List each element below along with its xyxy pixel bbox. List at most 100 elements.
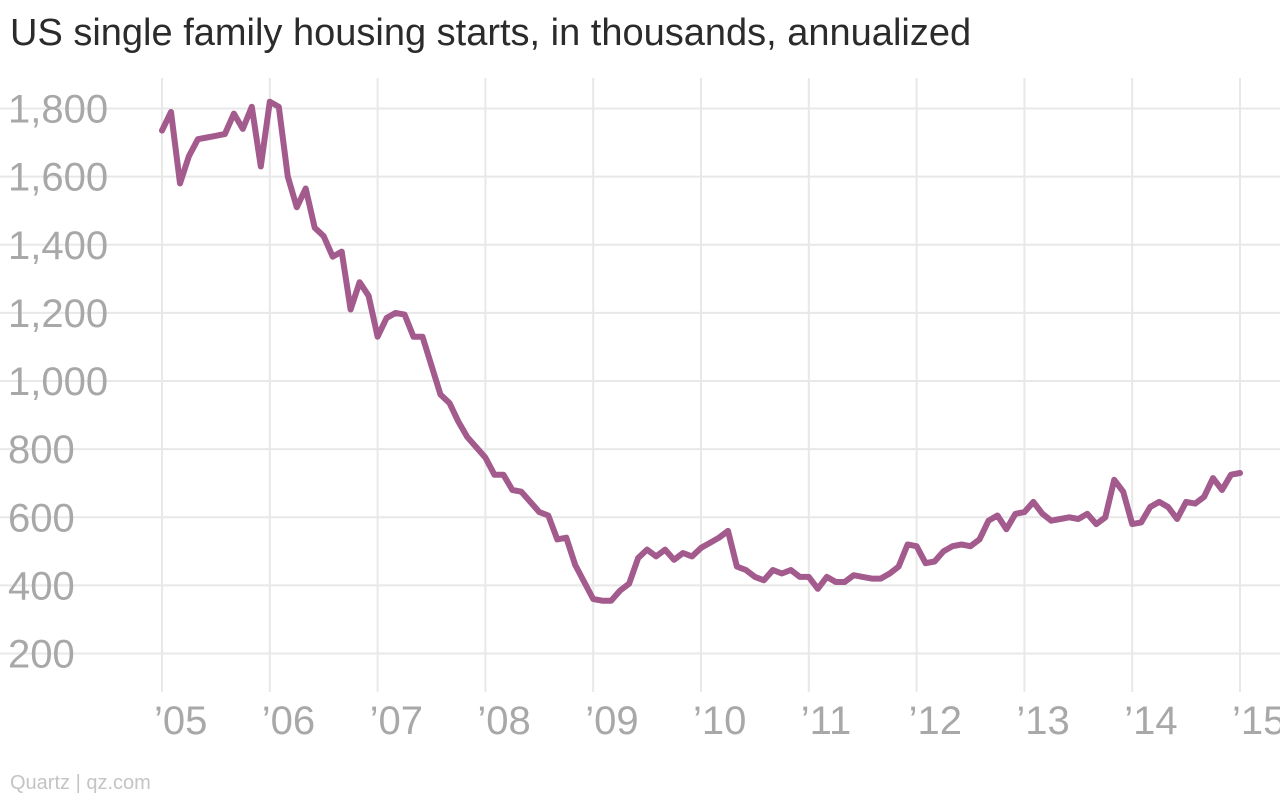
data-point [330, 254, 336, 260]
data-point [168, 109, 174, 115]
data-point [878, 576, 884, 582]
data-point [276, 104, 282, 110]
data-point [572, 562, 578, 568]
data-point [285, 174, 291, 180]
x-tick-label: ’05 [154, 699, 207, 743]
data-point [1111, 477, 1117, 483]
data-point [1120, 489, 1126, 495]
data-point [446, 400, 452, 406]
data-point [339, 249, 345, 255]
data-point [950, 543, 956, 549]
data-point [1066, 514, 1072, 520]
data-point [420, 334, 426, 340]
data-point [267, 99, 273, 105]
data-point [1183, 499, 1189, 505]
data-point [1084, 511, 1090, 517]
data-point [1192, 501, 1198, 507]
x-axis-ticks: ’05 ’06 ’07 ’08 ’09 ’10 ’11 ’12 ’13 ’14 ’15 [154, 699, 1280, 743]
data-point [195, 136, 201, 142]
data-point [635, 555, 641, 561]
data-point [375, 334, 381, 340]
y-tick-label: 800 [8, 428, 75, 472]
data-point [1129, 521, 1135, 527]
data-point [455, 419, 461, 425]
y-tick-label: 1,600 [8, 156, 108, 200]
x-tick-label: ’09 [585, 699, 638, 743]
data-point [662, 547, 668, 553]
data-point [689, 553, 695, 559]
data-point [923, 560, 929, 566]
data-point [644, 547, 650, 553]
data-point [294, 204, 300, 210]
x-tick-label: ’12 [909, 699, 962, 743]
data-point [815, 586, 821, 592]
data-point [366, 293, 372, 299]
data-point [518, 489, 524, 495]
data-point [213, 133, 219, 139]
data-point [312, 225, 318, 231]
y-tick-label: 1,000 [8, 360, 108, 404]
data-point [914, 543, 920, 549]
data-point [1165, 504, 1171, 510]
data-point [608, 598, 614, 604]
data-point [617, 587, 623, 593]
data-point [581, 579, 587, 585]
data-point [833, 579, 839, 585]
data-point [429, 363, 435, 369]
x-tick-label: ’13 [1016, 699, 1069, 743]
data-point [626, 581, 632, 587]
data-point [500, 472, 506, 478]
data-point [734, 564, 740, 570]
data-point [159, 128, 165, 134]
data-point [932, 559, 938, 565]
data-point [1228, 472, 1234, 478]
data-point [985, 518, 991, 524]
data-point [680, 550, 686, 556]
data-point [976, 536, 982, 542]
data-point [779, 570, 785, 576]
data-point [590, 596, 596, 602]
data-point [545, 513, 551, 519]
data-point [249, 104, 255, 110]
data-point [1201, 494, 1207, 500]
x-tick-label: ’10 [693, 699, 746, 743]
data-point [1093, 521, 1099, 527]
data-point [464, 434, 470, 440]
x-tick-label: ’08 [477, 699, 530, 743]
y-axis-ticks: 200 400 600 800 1,000 1,200 1,400 1,600 1,800 [8, 88, 108, 677]
data-point [509, 487, 515, 493]
data-point [887, 570, 893, 576]
data-point [797, 574, 803, 580]
x-tick-label: ’06 [262, 699, 315, 743]
data-point [1075, 516, 1081, 522]
data-point [806, 574, 812, 580]
data-point [482, 455, 488, 461]
grid-lines [0, 78, 1280, 692]
data-point [348, 306, 354, 312]
data-point [671, 557, 677, 563]
data-point [357, 279, 363, 285]
series-line [159, 98, 1243, 604]
y-tick-label: 1,800 [8, 88, 108, 132]
data-point [1057, 516, 1063, 522]
data-point [231, 111, 237, 117]
data-point [959, 542, 965, 548]
data-point [1021, 509, 1027, 515]
data-point [563, 535, 569, 541]
data-point [851, 572, 857, 578]
data-point [896, 564, 902, 570]
x-tick-label: ’11 [801, 699, 851, 743]
data-point [1003, 526, 1009, 532]
data-point [707, 540, 713, 546]
data-point [204, 134, 210, 140]
y-tick-label: 600 [8, 496, 75, 540]
data-point [554, 536, 560, 542]
data-point [824, 574, 830, 580]
data-point [1219, 487, 1225, 493]
data-point [222, 131, 228, 137]
data-point [1048, 518, 1054, 524]
series-layer [159, 98, 1243, 604]
data-point [177, 180, 183, 186]
data-point [869, 576, 875, 582]
data-point [1012, 511, 1018, 517]
